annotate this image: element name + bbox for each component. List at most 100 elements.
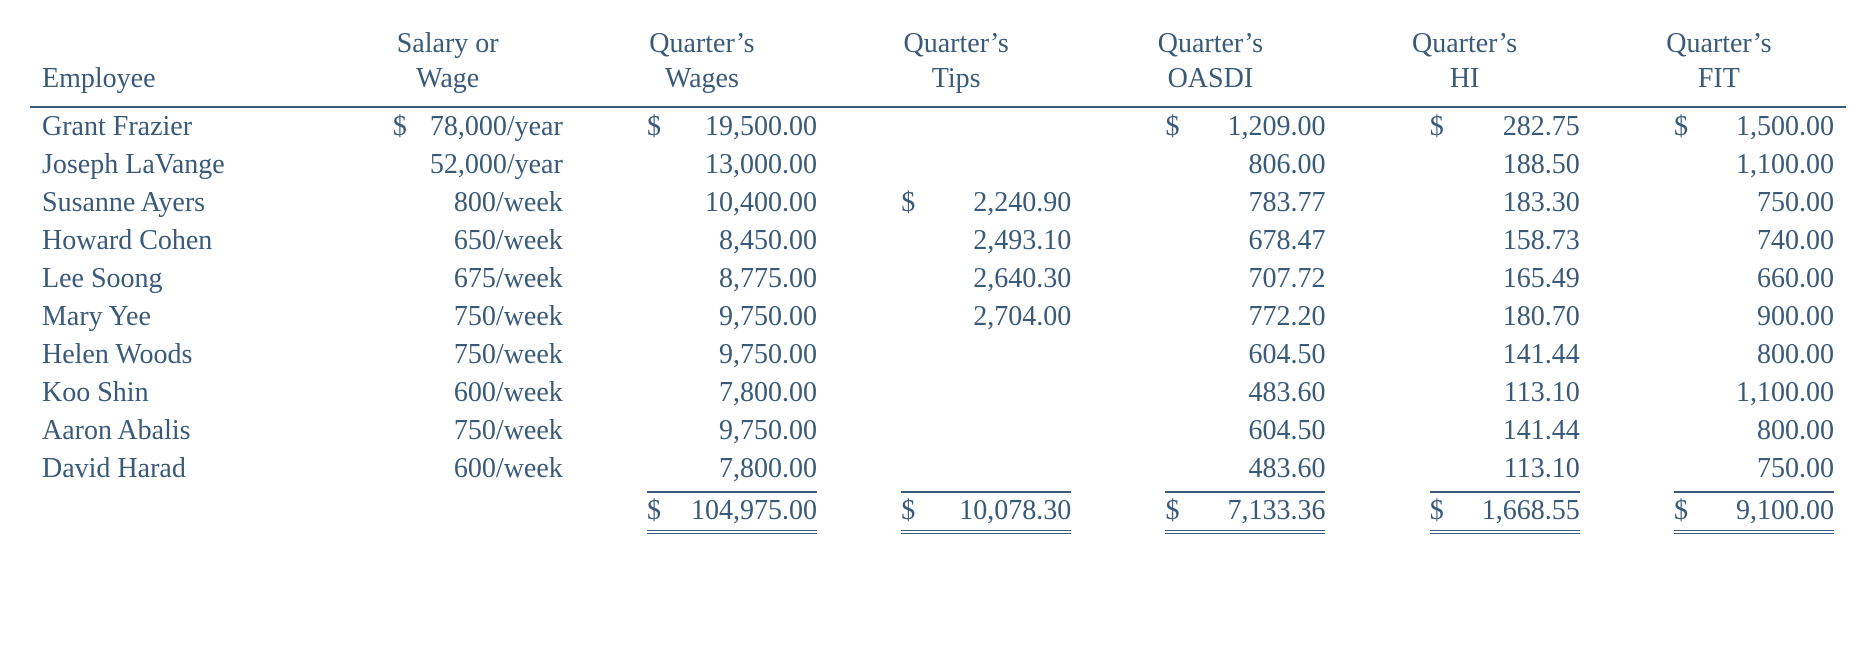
cell-salary: 600/week xyxy=(321,374,575,412)
currency-symbol: $ xyxy=(1165,111,1185,143)
cell-value: 604.50 xyxy=(1171,415,1325,447)
cell-tips xyxy=(829,336,1083,374)
cell-value: 600/week xyxy=(399,377,563,409)
cell-employee: Mary Yee xyxy=(30,298,321,336)
cell-value: 678.47 xyxy=(1171,225,1325,257)
cell-hi: 141.44 xyxy=(1337,412,1591,450)
col-header-wages: Quarter’sWages xyxy=(575,20,829,107)
cell-value: 1,209.00 xyxy=(1185,111,1325,143)
cell-fit: 750.00 xyxy=(1592,450,1846,488)
cell-oasdi: 772.20 xyxy=(1083,298,1337,336)
cell-value: 604.50 xyxy=(1171,339,1325,371)
table-totals-row: $104,975.00$10,078.30$7,133.36$1,668.55$… xyxy=(30,488,1846,537)
cell-employee: David Harad xyxy=(30,450,321,488)
cell-value: 806.00 xyxy=(1171,149,1325,181)
cell-value: 1,668.55 xyxy=(1450,495,1580,527)
cell-tips xyxy=(829,450,1083,488)
cell-employee: Aaron Abalis xyxy=(30,412,321,450)
col-header-oasdi: Quarter’sOASDI xyxy=(1083,20,1337,107)
cell-oasdi: 806.00 xyxy=(1083,146,1337,184)
cell-value: 10,400.00 xyxy=(653,187,817,219)
cell-value: 707.72 xyxy=(1171,263,1325,295)
cell-hi: 113.10 xyxy=(1337,450,1591,488)
cell-employee: Joseph LaVange xyxy=(30,146,321,184)
cell-wages: $19,500.00 xyxy=(575,107,829,146)
cell-hi: 158.73 xyxy=(1337,222,1591,260)
col-header-line1: Quarter’s xyxy=(1604,26,1834,61)
cell-value: 9,750.00 xyxy=(653,301,817,333)
cell-fit: 800.00 xyxy=(1592,412,1846,450)
cell-value: 141.44 xyxy=(1436,339,1580,371)
cell-oasdi: 604.50 xyxy=(1083,412,1337,450)
col-header-salary: Salary orWage xyxy=(321,20,575,107)
cell-employee xyxy=(30,488,321,537)
cell-oasdi: 707.72 xyxy=(1083,260,1337,298)
cell-fit: 900.00 xyxy=(1592,298,1846,336)
table-row: Joseph LaVange52,000/year13,000.00806.00… xyxy=(30,146,1846,184)
cell-value: 800/week xyxy=(399,187,563,219)
cell-fit: 740.00 xyxy=(1592,222,1846,260)
cell-value: 2,240.90 xyxy=(921,187,1071,219)
cell-hi: $282.75 xyxy=(1337,107,1591,146)
cell-salary: 600/week xyxy=(321,450,575,488)
cell-employee: Grant Frazier xyxy=(30,107,321,146)
cell-oasdi: 604.50 xyxy=(1083,336,1337,374)
cell-value: 750/week xyxy=(399,301,563,333)
cell-tips xyxy=(829,107,1083,146)
cell-tips: $2,240.90 xyxy=(829,184,1083,222)
cell-value: 600/week xyxy=(399,453,563,485)
cell-tips: 2,640.30 xyxy=(829,260,1083,298)
cell-value: 2,704.00 xyxy=(907,301,1071,333)
cell-tips xyxy=(829,374,1083,412)
cell-wages: 8,775.00 xyxy=(575,260,829,298)
payroll-table: EmployeeSalary orWageQuarter’sWagesQuart… xyxy=(30,20,1846,537)
cell-value: 1,100.00 xyxy=(1680,377,1834,409)
cell-wages: 9,750.00 xyxy=(575,412,829,450)
cell-value: 113.10 xyxy=(1436,453,1580,485)
currency-symbol: $ xyxy=(393,111,413,143)
cell-hi: $1,668.55 xyxy=(1337,488,1591,537)
cell-tips: 2,704.00 xyxy=(829,298,1083,336)
cell-value: 750/week xyxy=(399,339,563,371)
cell-value: 282.75 xyxy=(1450,111,1580,143)
cell-salary: 750/week xyxy=(321,412,575,450)
currency-symbol: $ xyxy=(901,495,921,527)
cell-value: 78,000/year xyxy=(413,111,563,143)
cell-wages: 9,750.00 xyxy=(575,336,829,374)
cell-value: 650/week xyxy=(399,225,563,257)
cell-employee: Susanne Ayers xyxy=(30,184,321,222)
table-row: Helen Woods750/week9,750.00604.50141.448… xyxy=(30,336,1846,374)
col-header-line2: Tips xyxy=(841,61,1071,96)
cell-value: 900.00 xyxy=(1680,301,1834,333)
cell-value: 483.60 xyxy=(1171,453,1325,485)
currency-symbol: $ xyxy=(647,111,667,143)
cell-wages: 13,000.00 xyxy=(575,146,829,184)
cell-value: 158.73 xyxy=(1436,225,1580,257)
cell-value: 483.60 xyxy=(1171,377,1325,409)
cell-value: 2,640.30 xyxy=(907,263,1071,295)
cell-value: 783.77 xyxy=(1171,187,1325,219)
cell-salary xyxy=(321,488,575,537)
cell-oasdi: 783.77 xyxy=(1083,184,1337,222)
cell-tips: $10,078.30 xyxy=(829,488,1083,537)
cell-hi: 165.49 xyxy=(1337,260,1591,298)
cell-value: 10,078.30 xyxy=(921,495,1071,527)
table-row: David Harad600/week7,800.00483.60113.107… xyxy=(30,450,1846,488)
cell-value: 1,100.00 xyxy=(1680,149,1834,181)
cell-fit: 750.00 xyxy=(1592,184,1846,222)
cell-value: 800.00 xyxy=(1680,339,1834,371)
cell-oasdi: $1,209.00 xyxy=(1083,107,1337,146)
cell-value: 800.00 xyxy=(1680,415,1834,447)
cell-employee: Lee Soong xyxy=(30,260,321,298)
cell-value: 750.00 xyxy=(1680,453,1834,485)
cell-fit: $1,500.00 xyxy=(1592,107,1846,146)
cell-value: 8,775.00 xyxy=(653,263,817,295)
cell-wages: 9,750.00 xyxy=(575,298,829,336)
cell-value: 7,800.00 xyxy=(653,377,817,409)
cell-salary: 675/week xyxy=(321,260,575,298)
currency-symbol: $ xyxy=(901,187,921,219)
col-header-line2: Employee xyxy=(42,61,309,96)
table-row: Susanne Ayers 800/week 10,400.00 $2,240.90 7… xyxy=(30,184,1846,222)
cell-fit: $9,100.00 xyxy=(1592,488,1846,537)
col-header-tips: Quarter’sTips xyxy=(829,20,1083,107)
